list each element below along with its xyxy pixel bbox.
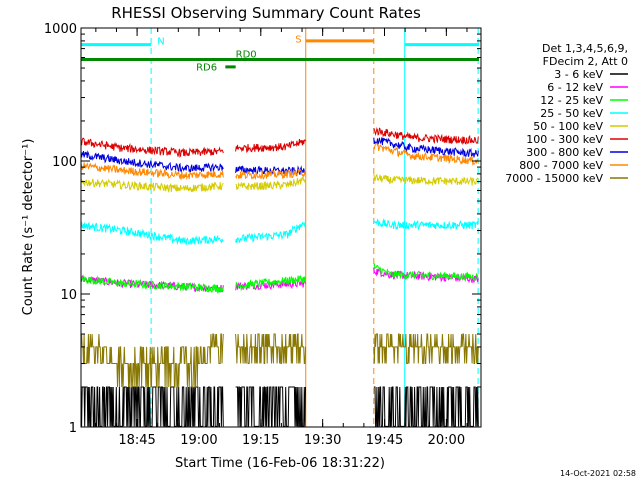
series-line-3-6-kev-1 [235, 386, 306, 427]
legend-header-1: FDecim 2, Att 0 [543, 55, 628, 68]
series-line-3-6-kev-0 [80, 386, 224, 427]
flag-bars: N S RD0 RD6 [81, 34, 479, 73]
series-line-7000-15000-kev-1 [235, 333, 306, 364]
series-line-300-800-kev-0 [80, 150, 224, 174]
series-line-100-300-kev-0 [80, 137, 224, 158]
x-tick-label-19-15: 19:15 [242, 433, 279, 448]
y-tick-label-10: 10 [60, 288, 77, 303]
annotation-rd6: RD6 [196, 62, 217, 73]
legend-label-3-6-kev: 3 - 6 keV [554, 68, 603, 81]
x-tick-label-19-45: 19:45 [366, 433, 403, 448]
series-line-25-50-kev-0 [80, 221, 224, 245]
axes: 1 10 100 1000 18:45 19:00 19:15 19:30 19:45 20:00 [44, 22, 482, 448]
annotation-n: N [157, 37, 164, 48]
series-line-12-25-kev-1 [235, 274, 306, 292]
series-line-12-25-kev-2 [373, 262, 479, 282]
series-line-12-25-kev-0 [80, 275, 224, 295]
y-axis-label: Count Rate (s⁻¹ detector⁻¹) [21, 139, 36, 316]
y-tick-label-1000: 1000 [44, 22, 77, 37]
footer-timestamp: 14-Oct-2021 02:58 [560, 469, 636, 478]
x-axis-label: Start Time (16-Feb-06 18:31:22) [175, 456, 385, 471]
series-line-100-300-kev-1 [235, 138, 306, 154]
annotation-rd0: RD0 [236, 50, 257, 61]
legend-label-50-100-kev: 50 - 100 keV [533, 120, 603, 133]
series-line-50-100-kev-1 [235, 176, 306, 191]
y-tick-label-100: 100 [52, 155, 77, 170]
series-line-300-800-kev-1 [235, 165, 306, 177]
series-line-100-300-kev-2 [373, 126, 479, 145]
series-line-800-7000-kev-0 [80, 161, 224, 181]
legend-header-0: Det 1,3,4,5,6,9, [542, 42, 628, 55]
series-line-50-100-kev-0 [80, 178, 224, 194]
legend-label-25-50-kev: 25 - 50 keV [540, 107, 603, 120]
series-line-300-800-kev-2 [373, 137, 479, 158]
annotation-s: S [295, 34, 301, 45]
series-line-800-7000-kev-1 [235, 168, 306, 180]
legend-label-100-300-kev: 100 - 300 keV [526, 133, 603, 146]
legend-label-300-800-kev: 300 - 800 keV [526, 146, 603, 159]
legend-label-6-12-kev: 6 - 12 keV [547, 81, 603, 94]
legend-label-800-7000-kev: 800 - 7000 keV [519, 159, 603, 172]
legend-label-12-25-kev: 12 - 25 keV [540, 94, 603, 107]
legend: Det 1,3,4,5,6,9,FDecim 2, Att 03 - 6 keV… [505, 42, 628, 185]
x-tick-label-19-00: 19:00 [180, 433, 217, 448]
chart-title: RHESSI Observing Summary Count Rates [111, 4, 421, 22]
series-line-25-50-kev-1 [235, 221, 306, 243]
series-line-800-7000-kev-2 [373, 142, 479, 167]
x-tick-label-19-30: 19:30 [304, 433, 341, 448]
x-tick-label-18-45: 18:45 [118, 433, 155, 448]
y-tick-label-1: 1 [69, 421, 77, 436]
series-line-7000-15000-kev-0 [81, 333, 224, 388]
series-line-50-100-kev-2 [373, 173, 479, 187]
x-tick-label-20-00: 20:00 [428, 433, 465, 448]
legend-label-7000-15000-kev: 7000 - 15000 keV [505, 172, 603, 185]
series-lines [80, 126, 479, 427]
series-line-25-50-kev-2 [373, 217, 479, 231]
series-line-7000-15000-kev-2 [373, 333, 479, 364]
